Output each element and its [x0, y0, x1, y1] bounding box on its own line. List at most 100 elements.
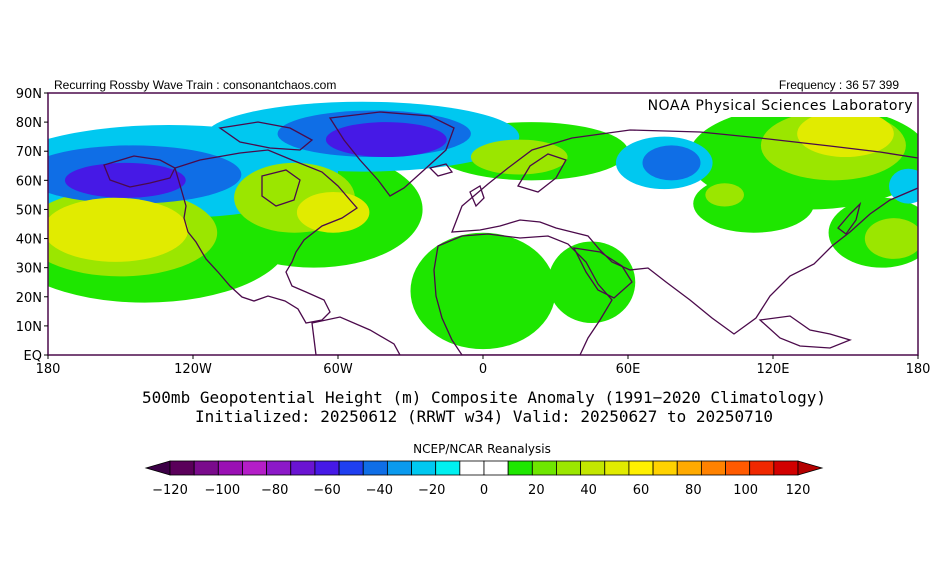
colorbar-tick-label: 20: [528, 483, 545, 498]
lat-tick-label: 50N: [16, 203, 42, 218]
latitude-axis: 90N 80N 70N 60N 50N 40N 30N 20N 10N EQ: [16, 87, 48, 364]
anomaly-contour: [470, 139, 568, 175]
header-frequency-text: Frequency : 36 57 399: [778, 78, 899, 92]
colorbar-tick-label: 0: [480, 483, 488, 498]
colorbar-swatch: [411, 460, 437, 476]
colorbar-swatch: [217, 460, 243, 476]
coastline-africa: [433, 233, 613, 355]
map-panel: NOAA Physical Sciences Laboratory: [47, 92, 919, 356]
colorbar-swatch: [676, 460, 702, 476]
colorbar-swatch: [386, 460, 412, 476]
colorbar-swatch: [580, 460, 606, 476]
credit-box: [618, 95, 916, 117]
coastline-hudson-bay: [261, 169, 301, 207]
longitude-axis: 180 120W 60W 0 60E 120E 180: [36, 355, 930, 377]
anomaly-contour: [48, 197, 189, 262]
colorbar-tick-label: 120: [786, 483, 811, 498]
coastline-southeast-asia-islands: [758, 315, 852, 349]
lat-tick-label: 70N: [16, 145, 42, 160]
colorbar-tick-label: −60: [313, 483, 340, 498]
coastline-arabia: [572, 247, 633, 299]
colorbar-swatch: [700, 460, 726, 476]
colorbar-swatch: [242, 460, 268, 476]
colorbar-swatch: [169, 460, 195, 476]
coastlines: [103, 111, 918, 355]
title-line-2: Initialized: 20250612 (RRWT w34) Valid: …: [195, 407, 773, 426]
anomaly-contour: [548, 241, 636, 323]
coastline-arctic-islands: [218, 121, 314, 151]
colorbar-tick-label: −100: [204, 483, 240, 498]
coastline-japan: [837, 201, 862, 235]
colorbar-swatch: [314, 460, 340, 476]
colorbar-tick-label: −20: [418, 483, 445, 498]
lon-tick-label: 0: [479, 362, 487, 377]
colorbar-over-arrow: [797, 460, 824, 476]
anomaly-contour: [642, 145, 701, 181]
colorbar: [144, 460, 824, 476]
lat-tick-label: 80N: [16, 116, 42, 131]
lat-tick-label: 40N: [16, 233, 42, 248]
colorbar-tick-label: 80: [685, 483, 702, 498]
coastline-scandinavia: [517, 153, 567, 193]
colorbar-swatch: [725, 460, 751, 476]
lon-tick-label: 120E: [756, 362, 789, 377]
colorbar-swatch: [459, 460, 485, 476]
colorbar-swatch: [266, 460, 292, 476]
anomaly-contour: [325, 122, 447, 158]
colorbar-tick-label: −40: [366, 483, 393, 498]
lon-tick-label: 60W: [323, 362, 353, 377]
coastline-north-america: [174, 149, 358, 324]
colorbar-tick-label: −80: [261, 483, 288, 498]
anomaly-contour: [797, 110, 894, 158]
anomaly-contour: [889, 168, 918, 204]
colorbar-swatch: [362, 460, 388, 476]
title-line-1: 500mb Geopotential Height (m) Composite …: [142, 388, 826, 407]
anomaly-contour: [410, 232, 556, 350]
coastline-greenland: [328, 111, 455, 197]
colorbar-swatch: [749, 460, 775, 476]
colorbar-swatch: [193, 460, 219, 476]
anomaly-contour: [693, 174, 815, 233]
colorbar-swatch: [531, 460, 557, 476]
colorbar-swatch: [652, 460, 678, 476]
colorbar-tick-label: 60: [633, 483, 650, 498]
lat-tick-label: 60N: [16, 174, 42, 189]
colorbar-swatch: [338, 460, 364, 476]
colorbar-swatch: [628, 460, 654, 476]
colorbar-swatch: [435, 460, 461, 476]
colorbar-source-label: NCEP/NCAR Reanalysis: [413, 442, 551, 456]
colorbar-tick-label: 40: [580, 483, 597, 498]
anomaly-contour: [64, 162, 186, 198]
lon-tick-label: 120W: [174, 362, 212, 377]
lon-tick-label: 180: [36, 362, 61, 377]
lat-tick-label: EQ: [24, 349, 42, 364]
anomaly-contour: [296, 191, 370, 233]
colorbar-tick-label: 100: [733, 483, 758, 498]
coastline-iceland: [428, 163, 454, 177]
coastline-alaska: [103, 155, 176, 188]
anomaly-contour: [705, 183, 745, 207]
coastline-eurasia: [451, 129, 918, 335]
colorbar-swatch: [556, 460, 582, 476]
colorbar-swatch: [507, 460, 533, 476]
coastline-south-america: [311, 316, 401, 355]
lat-tick-label: 10N: [16, 320, 42, 335]
colorbar-swatch: [483, 460, 509, 476]
colorbar-under-arrow: [144, 460, 171, 476]
lon-tick-label: 60E: [616, 362, 641, 377]
lat-tick-label: 90N: [16, 87, 42, 102]
lon-tick-label: 180: [906, 362, 930, 377]
lat-tick-label: 20N: [16, 291, 42, 306]
colorbar-swatch: [773, 460, 799, 476]
colorbar-labels: −120 −100 −80 −60 −40 −20 0 20 40 60 80 100 120: [152, 483, 810, 498]
credit-text: NOAA Physical Sciences Laboratory: [648, 98, 913, 114]
coastline-british-isles: [469, 185, 485, 208]
anomaly-contour: [864, 218, 918, 259]
lat-tick-label: 30N: [16, 262, 42, 277]
colorbar-swatch: [604, 460, 630, 476]
colorbar-tick-label: −120: [152, 483, 188, 498]
colorbar-swatch: [290, 460, 316, 476]
header-source-text: Recurring Rossby Wave Train : consonantc…: [54, 78, 337, 92]
